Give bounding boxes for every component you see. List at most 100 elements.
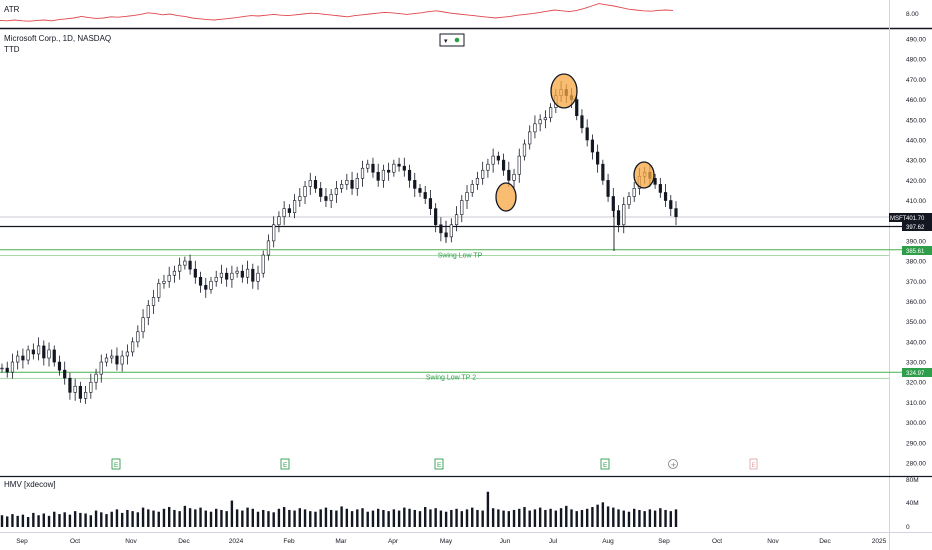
volume-bar <box>570 509 573 527</box>
time-tick-label: 2024 <box>229 538 244 545</box>
candle-body <box>517 155 521 175</box>
candle-body <box>507 169 511 181</box>
time-tick-label: Jul <box>549 538 558 545</box>
candle-body <box>658 184 662 193</box>
candle-body <box>0 367 4 370</box>
volume-bar <box>361 508 364 527</box>
candle-body <box>78 385 82 399</box>
volume-bar <box>183 505 187 527</box>
candle-body <box>601 163 605 181</box>
candle-body <box>178 264 182 272</box>
candle-body <box>669 200 673 209</box>
atr-label: ATR <box>4 5 20 14</box>
legend-box[interactable] <box>439 33 465 47</box>
volume-bar <box>413 509 416 527</box>
price-tick-label: 460.00 <box>906 97 926 104</box>
price-tick-label: 330.00 <box>906 360 926 367</box>
time-tick-label: Aug <box>602 538 614 545</box>
volume-bar <box>585 508 589 527</box>
earnings-marker[interactable] <box>600 458 610 470</box>
volume-bar <box>591 507 594 527</box>
volume-bar <box>538 507 542 527</box>
price-axis[interactable]: 490.00 480.00 470.00 460.00 450.00 440.00 430.… <box>906 37 926 468</box>
plus-icon[interactable]: + <box>671 461 677 469</box>
second-price-value: 397.62 <box>906 225 925 231</box>
time-tick-label: Mar <box>335 538 347 545</box>
time-tick-label: Oct <box>70 538 80 545</box>
candle-body <box>261 254 265 274</box>
candle-body <box>632 188 636 197</box>
atr-value-label: 8.00 <box>906 11 919 18</box>
candle-body <box>57 361 62 371</box>
volume-bar <box>622 510 625 527</box>
candle-body <box>355 178 359 189</box>
volume-bar <box>507 511 511 527</box>
volume-bar <box>188 508 192 527</box>
volume-bar <box>523 507 526 527</box>
volume-bar <box>131 511 134 527</box>
price-tick-label: 390.00 <box>906 238 926 245</box>
candle-body <box>481 169 485 179</box>
candle-body <box>475 178 480 185</box>
volume-bar <box>596 504 599 527</box>
volume-bar <box>476 509 479 527</box>
volume-bar <box>382 509 385 527</box>
candle-body <box>73 385 77 393</box>
candle-body <box>31 349 35 355</box>
volume-tick-80m: 80M <box>906 477 919 484</box>
volume-bar <box>16 515 19 527</box>
candle-body <box>99 361 103 375</box>
candle-body <box>52 349 56 363</box>
candle-body <box>167 274 171 282</box>
candle-body <box>329 194 333 201</box>
volume-bar <box>612 507 615 527</box>
candle-body <box>590 139 595 153</box>
time-axis[interactable]: Sep Oct Nov Dec 2024 Feb Mar Apr May Jun Jul Aug Sep… <box>16 538 886 545</box>
volume-bar <box>230 500 234 527</box>
candle-body <box>381 169 386 181</box>
volume-bar <box>141 507 145 527</box>
volume-bar <box>282 507 286 527</box>
candle-body <box>94 373 98 383</box>
volume-bar <box>173 509 176 527</box>
visibility-dot-icon[interactable] <box>454 37 460 43</box>
legend-controls[interactable]: ▾ <box>439 33 465 47</box>
candle-body <box>219 272 224 278</box>
volume-bar <box>100 512 103 527</box>
candle-body <box>501 159 506 171</box>
time-tick-label: Apr <box>388 538 399 545</box>
price-tick-label: 430.00 <box>906 158 926 165</box>
volume-bar <box>481 510 484 527</box>
volume-bar <box>63 512 66 527</box>
earnings-marker[interactable] <box>111 458 121 470</box>
volume-bar <box>126 509 129 527</box>
volume-bar <box>136 512 140 527</box>
earnings-marker[interactable] <box>434 458 444 470</box>
candle-body <box>42 345 46 359</box>
price-tick-label: 470.00 <box>906 77 926 84</box>
volume-bar <box>251 508 254 527</box>
add-event-icon[interactable] <box>668 459 678 469</box>
candle-body <box>616 210 621 226</box>
candle-body <box>324 196 328 201</box>
volume-bar <box>486 491 490 527</box>
volume-bar <box>345 508 349 527</box>
volume-bar <box>324 507 328 527</box>
volume-bar <box>565 505 568 527</box>
candle-body <box>575 99 579 117</box>
highlight-right-shoulder <box>633 161 655 189</box>
atr-line <box>0 3 674 22</box>
candle-body <box>308 180 312 187</box>
volume-bar <box>403 507 406 527</box>
volume-bar <box>105 514 108 527</box>
future-earnings-marker[interactable] <box>749 458 758 470</box>
volume-bar <box>329 509 333 527</box>
volume-bar <box>235 509 239 527</box>
volume-bar <box>366 511 369 527</box>
future-markers[interactable]: + E <box>668 458 758 470</box>
volume-bar <box>162 508 166 527</box>
earnings-marker[interactable] <box>280 458 290 470</box>
eye-icon[interactable]: ▾ <box>444 37 448 45</box>
